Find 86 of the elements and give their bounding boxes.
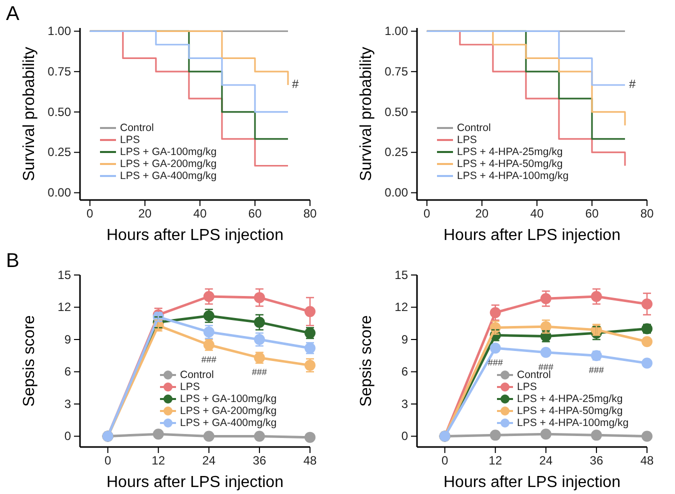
legend-label: LPS + 4-HPA-100mg/kg — [457, 170, 569, 182]
point — [152, 428, 164, 440]
point — [203, 430, 214, 442]
y-axis-title: Sepsis score — [21, 315, 38, 407]
y-tick-label: 15 — [58, 268, 72, 282]
x-axis-title: Hours after LPS injection — [106, 474, 284, 491]
legend-label: LPS — [180, 380, 200, 393]
x-tick-label: 80 — [303, 206, 317, 221]
y-tick-label: 9 — [401, 332, 408, 346]
y-tick-label: 1.00 — [48, 24, 72, 38]
point — [590, 430, 602, 441]
annotation: ### — [252, 367, 267, 378]
legend-label: Control — [120, 122, 154, 134]
y-tick-label: 0 — [401, 429, 408, 444]
y-axis-title: Survival probability — [358, 46, 375, 182]
legend-label: LPS + GA-100mg/kg — [180, 392, 277, 405]
legend-label: Control — [457, 122, 491, 134]
x-tick-label: 48 — [303, 454, 317, 468]
legend-label: LPS + 4-HPA-25mg/kg — [517, 392, 623, 405]
x-tick-label: 40 — [193, 206, 207, 221]
y-tick-label: 0.00 — [384, 186, 408, 200]
annotation: ### — [201, 354, 216, 364]
x-tick-label: 0 — [424, 206, 431, 221]
text: A — [6, 3, 20, 25]
x-tick-label: 60 — [248, 206, 262, 221]
x-axis-title: Hours after LPS injection — [444, 474, 620, 491]
point — [304, 432, 316, 443]
legend-label: LPS — [120, 134, 140, 146]
legend-label: LPS + GA-200mg/kg — [180, 404, 277, 417]
x-tick-label: 60 — [585, 206, 599, 221]
y-tick-label: 15 — [394, 268, 408, 282]
y-tick-label: 0.50 — [384, 104, 408, 119]
text: B — [6, 250, 20, 272]
y-axis-title: Survival probability — [21, 46, 38, 182]
legend-label: LPS + GA-200mg/kg — [120, 158, 217, 170]
y-tick-label: 3 — [401, 396, 408, 411]
x-tick-label: 36 — [590, 454, 604, 468]
x-tick-label: 0 — [104, 454, 112, 468]
y-tick-label: 9 — [64, 332, 72, 346]
y-tick-label: 0.00 — [48, 186, 72, 200]
annotation: ### — [588, 365, 604, 375]
legend-label: LPS + 4-HPA-50mg/kg — [457, 158, 563, 170]
legend-label: LPS + 4-HPA-50mg/kg — [517, 404, 623, 417]
x-tick-label: 20 — [475, 206, 489, 221]
x-tick-label: 0 — [441, 454, 448, 468]
legend-label: LPS + GA-100mg/kg — [120, 146, 217, 158]
y-tick-label: 6 — [64, 364, 72, 379]
y-tick-label: 0 — [64, 429, 72, 444]
legend-label: LPS — [457, 134, 477, 146]
point — [490, 430, 501, 441]
y-tick-label: 0.25 — [48, 145, 72, 160]
x-tick-label: 0 — [86, 206, 94, 221]
y-tick-label: 0.25 — [384, 145, 408, 160]
y-tick-label: 1.00 — [384, 24, 408, 38]
legend-label: LPS — [517, 380, 537, 393]
x-axis-title: Hours after LPS injection — [444, 227, 620, 244]
point — [642, 430, 652, 442]
x-axis-title: Hours after LPS injection — [106, 227, 284, 244]
annotation: ### — [488, 357, 503, 368]
y-axis-title: Sepsis score — [358, 315, 375, 407]
annotation: # — [628, 77, 636, 92]
x-tick-label: 40 — [530, 206, 544, 221]
y-tick-label: 0.75 — [48, 64, 72, 78]
x-tick-label: 80 — [640, 206, 654, 221]
point — [540, 428, 552, 440]
legend-label: LPS + 4-HPA-25mg/kg — [457, 146, 563, 158]
legend-label: LPS + 4-HPA-100mg/kg — [517, 416, 629, 429]
legend-label: LPS + GA-400mg/kg — [180, 416, 277, 429]
point — [254, 292, 265, 304]
x-tick-label: 12 — [488, 454, 502, 468]
y-tick-label: 0.75 — [384, 64, 408, 78]
y-tick-label: 6 — [401, 364, 408, 379]
legend-label: LPS + GA-400mg/kg — [120, 170, 217, 182]
y-tick-label: 3 — [64, 396, 72, 411]
y-tick-label: 12 — [394, 300, 408, 314]
legend-label: Control — [180, 368, 214, 381]
y-tick-label: 0.50 — [48, 104, 72, 119]
x-tick-label: 48 — [640, 454, 654, 468]
x-tick-label: 36 — [252, 454, 266, 468]
annotation: # — [292, 77, 299, 92]
point — [254, 430, 265, 442]
x-tick-label: 24 — [539, 454, 553, 468]
x-tick-label: 12 — [152, 454, 166, 468]
x-tick-label: 20 — [138, 206, 152, 221]
x-tick-label: 24 — [202, 454, 216, 468]
y-tick-label: 12 — [58, 300, 72, 314]
